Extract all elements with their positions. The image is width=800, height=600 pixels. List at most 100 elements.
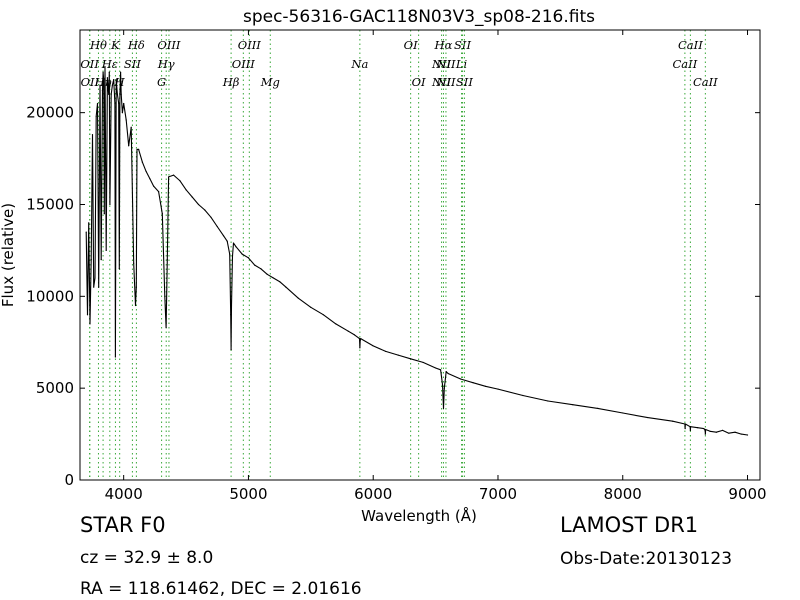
data-point	[226, 240, 228, 242]
data-point	[704, 429, 706, 432]
data-point	[684, 427, 686, 430]
data-point	[164, 295, 166, 297]
data-point	[241, 253, 243, 255]
data-point	[108, 71, 110, 73]
data-point	[88, 222, 90, 224]
data-point	[254, 264, 256, 266]
data-point	[100, 258, 102, 261]
data-point	[459, 378, 462, 380]
data-point	[522, 394, 524, 397]
y-axis-label: Flux (relative)	[0, 203, 17, 307]
data-point	[135, 286, 137, 288]
line-marker-label: OI	[404, 38, 418, 52]
data-point	[443, 387, 445, 389]
data-point	[222, 235, 225, 237]
data-point	[728, 432, 730, 434]
data-point	[746, 434, 749, 436]
data-point	[141, 161, 143, 163]
data-point	[115, 78, 117, 81]
data-point	[128, 145, 130, 147]
data-point	[266, 273, 268, 275]
data-point	[158, 191, 160, 193]
data-point	[297, 297, 299, 299]
data-point	[172, 174, 175, 176]
data-point	[118, 102, 120, 105]
data-point	[230, 314, 232, 316]
data-point	[445, 371, 447, 373]
data-point	[260, 268, 262, 270]
data-point	[230, 304, 233, 307]
data-point	[622, 412, 624, 414]
data-point	[285, 286, 287, 288]
x-tick-label: 4000	[105, 485, 143, 503]
data-point	[167, 176, 170, 178]
data-point	[89, 323, 91, 325]
x-axis-label: Wavelength (Å)	[361, 506, 477, 525]
data-point	[94, 277, 96, 279]
line-marker-label: Hα	[434, 38, 453, 52]
line-marker-label: NII	[435, 57, 456, 71]
data-point	[689, 429, 691, 432]
data-point	[410, 358, 412, 360]
data-point	[114, 356, 117, 358]
data-point	[114, 102, 116, 105]
data-point	[709, 430, 711, 432]
data-point	[232, 242, 235, 244]
line-marker-label: CaII	[693, 75, 718, 89]
line-marker-label: SII	[456, 75, 473, 89]
line-marker-label: CaII	[678, 38, 703, 52]
chart-title: spec-56316-GAC118N03V3_sp08-216.fits	[243, 7, 595, 27]
data-point	[179, 180, 181, 182]
object-class: STAR F0	[80, 513, 166, 537]
line-marker-label: OI	[412, 75, 426, 89]
data-point	[95, 115, 97, 117]
line-marker-label: Hθ	[89, 38, 107, 52]
data-point	[102, 71, 104, 73]
line-marker-label: K	[110, 38, 121, 52]
data-point	[372, 345, 374, 347]
line-marker-label: OIII	[238, 38, 262, 52]
data-point	[197, 203, 200, 206]
data-point	[231, 255, 234, 257]
data-point	[93, 286, 95, 288]
data-point	[116, 93, 119, 95]
data-point	[108, 93, 110, 95]
data-point	[104, 66, 106, 68]
line-marker-label: G	[157, 75, 166, 89]
plot-area-frame	[79, 29, 761, 481]
line-marker-label: OII	[81, 75, 100, 89]
data-point	[230, 348, 232, 351]
data-point	[229, 253, 231, 255]
data-point	[353, 334, 356, 336]
y-tick-label: 20000	[26, 104, 74, 122]
data-point	[113, 78, 115, 81]
line-marker-label: OIII	[232, 57, 256, 71]
data-point	[185, 189, 187, 191]
data-point	[133, 262, 135, 264]
data-point	[119, 71, 122, 73]
sky-coordinates: RA = 118.61462, DEC = 2.01616	[80, 579, 362, 599]
data-point	[125, 119, 127, 121]
data-point	[235, 246, 237, 248]
spectrum-series	[85, 66, 749, 436]
data-point	[422, 361, 424, 364]
data-point	[347, 330, 349, 332]
data-point	[447, 372, 449, 375]
data-point	[439, 369, 442, 371]
data-point	[96, 102, 99, 105]
line-marker-label: CaII	[673, 57, 698, 71]
data-point	[715, 431, 717, 433]
data-point	[103, 78, 105, 81]
data-point	[335, 323, 337, 325]
redshift-value: cz = 32.9 ± 8.0	[80, 548, 214, 568]
data-point	[703, 427, 705, 430]
line-marker-label: OII	[80, 57, 99, 71]
data-point	[647, 416, 649, 419]
data-point	[441, 383, 444, 386]
y-tick-label: 10000	[26, 287, 74, 305]
data-point	[704, 433, 706, 435]
data-point	[597, 407, 599, 409]
data-point	[123, 102, 125, 105]
data-point	[165, 326, 167, 329]
line-marker-label: Hγ	[157, 57, 175, 71]
